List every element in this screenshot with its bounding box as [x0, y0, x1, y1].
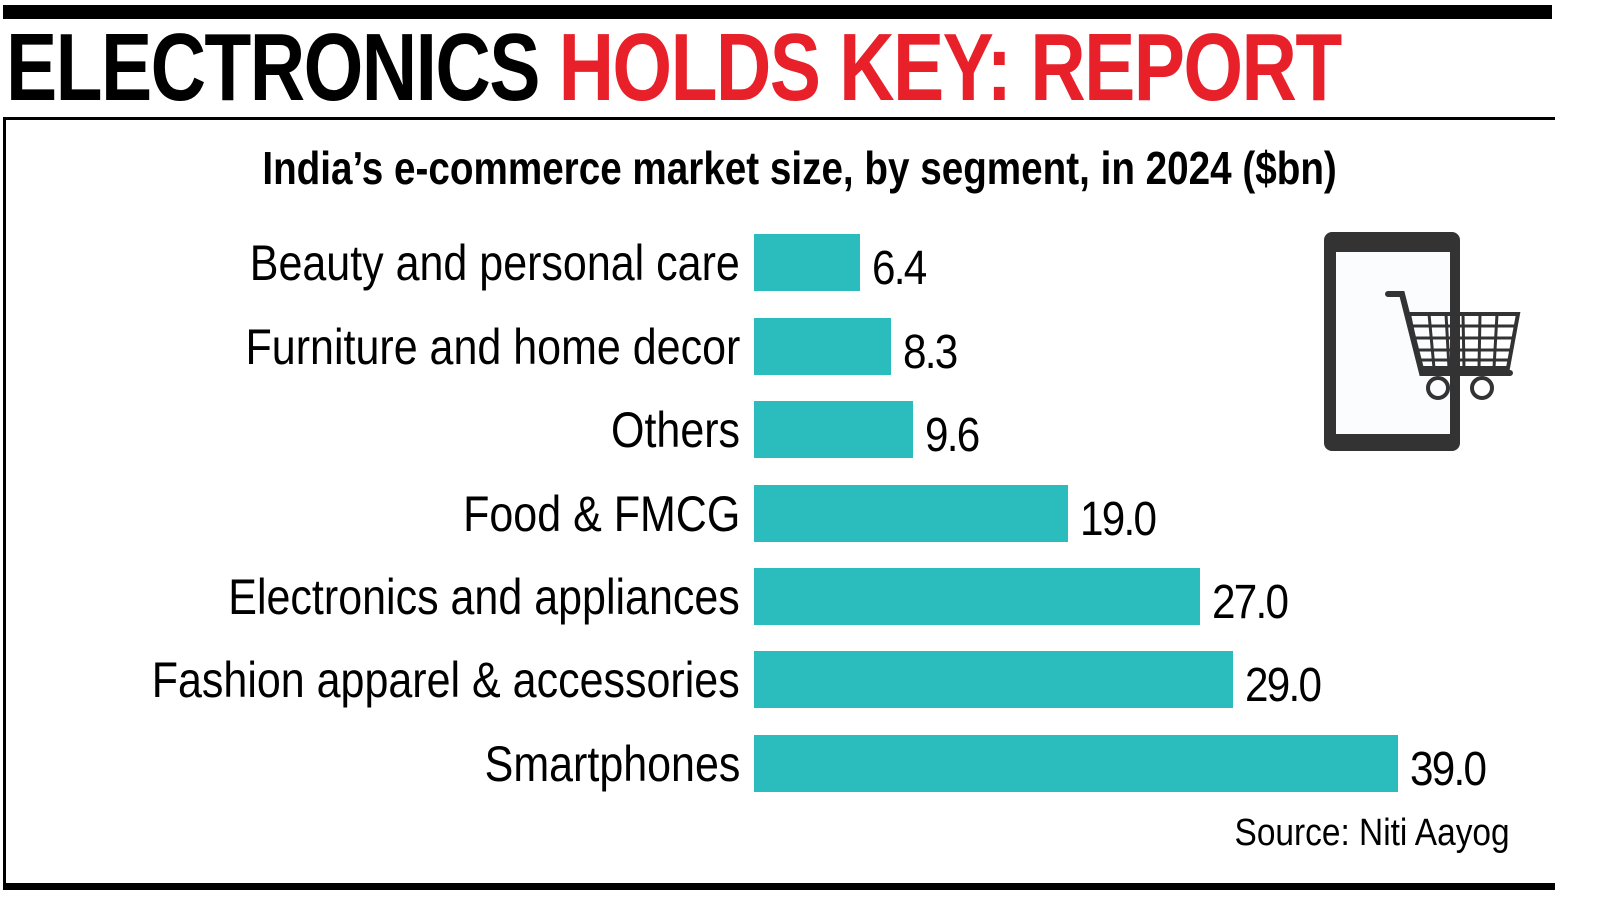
bar: [754, 234, 860, 291]
headline-black: ELECTRONICS: [6, 14, 540, 121]
bar-label: Smartphones: [484, 736, 740, 792]
chart-subtitle: India’s e-commerce market size, by segme…: [262, 142, 1338, 194]
bar-row: Beauty and personal care 6.4: [0, 234, 1600, 295]
bar-value-label: 8.3: [903, 326, 958, 379]
bar: [754, 568, 1200, 625]
bar-value-label: 29.0: [1245, 659, 1322, 712]
headline-red: HOLDS KEY: REPORT: [558, 14, 1343, 121]
bar-row: Electronics and appliances 27.0: [0, 568, 1600, 629]
bar-label: Furniture and home decor: [245, 319, 740, 375]
source-note: Source: Niti Aayog: [1234, 812, 1510, 854]
bar-value-label: 19.0: [1080, 493, 1157, 546]
bar: [754, 401, 913, 458]
bar-value-label: 9.6: [925, 409, 980, 462]
bar-label: Fashion apparel & accessories: [152, 652, 740, 708]
bar-value-label: 27.0: [1212, 576, 1289, 629]
bar-row: Furniture and home decor 8.3: [0, 318, 1600, 379]
bar-value-label: 6.4: [872, 242, 927, 295]
bar-value-label: 39.0: [1410, 743, 1487, 796]
bar-label: Electronics and appliances: [228, 569, 740, 625]
top-rule: [3, 5, 1552, 19]
bar: [754, 318, 891, 375]
bar-label: Beauty and personal care: [249, 235, 740, 291]
bar: [754, 651, 1233, 708]
headline: ELECTRONICS HOLDS KEY: REPORT: [6, 20, 1342, 116]
bar: [754, 735, 1398, 792]
bar-row: Smartphones 39.0: [0, 735, 1600, 796]
bar-row: Others 9.6: [0, 401, 1600, 462]
bar: [754, 485, 1068, 542]
tablet-shopping-cart-icon: [1322, 230, 1522, 455]
bar-row: Fashion apparel & accessories 29.0: [0, 651, 1600, 712]
bar-label: Others: [610, 402, 740, 458]
bar-row: Food & FMCG 19.0: [0, 485, 1600, 546]
bar-label: Food & FMCG: [462, 486, 740, 542]
chart-frame: [3, 117, 1555, 890]
